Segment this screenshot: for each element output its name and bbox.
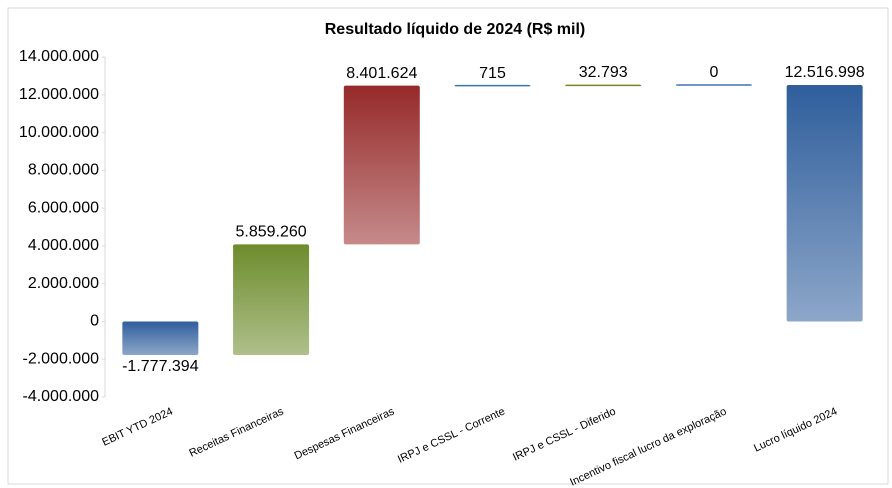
bar bbox=[675, 84, 752, 86]
y-tick-label: 0 bbox=[90, 313, 99, 330]
bar bbox=[233, 244, 310, 356]
value-label: 8.401.624 bbox=[346, 65, 417, 82]
bar bbox=[565, 84, 642, 87]
y-tick-label: 8.000.000 bbox=[28, 162, 99, 179]
value-label: 715 bbox=[479, 65, 506, 82]
y-tick-label: -2.000.000 bbox=[22, 350, 99, 367]
value-label: 12.516.998 bbox=[785, 64, 865, 81]
y-tick-label: 4.000.000 bbox=[28, 237, 99, 254]
bar bbox=[786, 85, 863, 322]
bar bbox=[343, 85, 420, 245]
y-tick-label: 6.000.000 bbox=[28, 199, 99, 216]
bar bbox=[122, 321, 199, 356]
y-tick-label: 10.000.000 bbox=[19, 124, 99, 141]
value-label: 32.793 bbox=[579, 64, 628, 81]
value-label: 5.859.260 bbox=[235, 224, 306, 241]
chart-title: Resultado líquido de 2024 (R$ mil) bbox=[325, 21, 586, 38]
y-tick-label: 12.000.000 bbox=[19, 86, 99, 103]
y-tick-label: 14.000.000 bbox=[19, 48, 99, 65]
y-tick-label: -4.000.000 bbox=[22, 388, 99, 405]
chart-frame bbox=[7, 7, 889, 485]
value-label: 0 bbox=[709, 64, 718, 81]
y-tick-label: 2.000.000 bbox=[28, 275, 99, 292]
value-label: -1.777.394 bbox=[122, 358, 199, 375]
bar bbox=[454, 84, 531, 87]
